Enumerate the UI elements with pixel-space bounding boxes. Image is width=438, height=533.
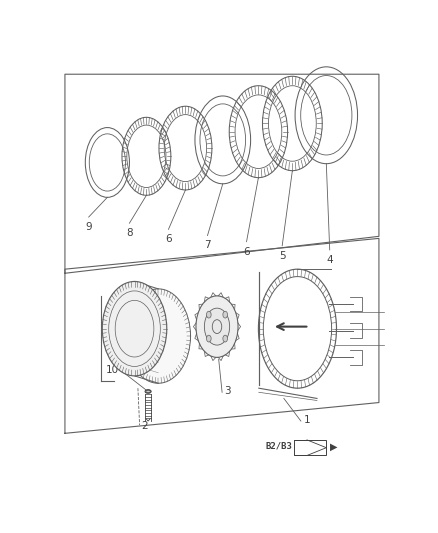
Ellipse shape xyxy=(196,296,238,358)
Ellipse shape xyxy=(126,289,191,383)
Text: ▶: ▶ xyxy=(330,441,337,451)
Text: 6: 6 xyxy=(243,247,250,256)
Text: 9: 9 xyxy=(85,222,92,232)
Ellipse shape xyxy=(206,335,211,342)
Text: 2: 2 xyxy=(141,421,148,431)
Ellipse shape xyxy=(205,308,230,345)
Text: 8: 8 xyxy=(126,228,133,238)
Ellipse shape xyxy=(206,311,211,318)
Text: 3: 3 xyxy=(224,386,230,397)
Text: B2/B3: B2/B3 xyxy=(265,441,293,450)
Ellipse shape xyxy=(145,390,151,393)
Bar xyxy=(294,440,326,456)
Ellipse shape xyxy=(102,281,167,376)
Text: 6: 6 xyxy=(165,235,172,244)
Text: 10: 10 xyxy=(106,365,119,375)
Text: 7: 7 xyxy=(204,240,211,251)
Ellipse shape xyxy=(223,311,227,318)
Text: 4: 4 xyxy=(326,255,333,265)
Text: 5: 5 xyxy=(279,251,286,261)
Ellipse shape xyxy=(223,335,227,342)
Text: 1: 1 xyxy=(304,415,311,425)
